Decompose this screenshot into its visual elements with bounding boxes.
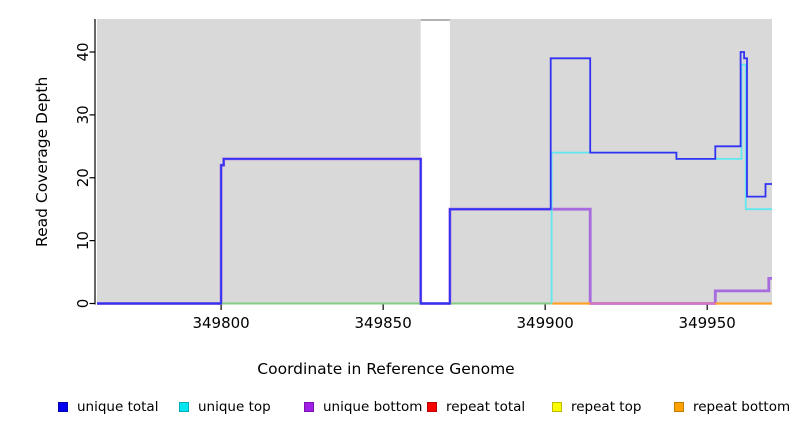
unique-top-swatch-icon (179, 402, 189, 412)
x-tick-label: 349900 (517, 314, 574, 332)
y-tick-label: 10 (74, 231, 92, 250)
y-tick-label: 40 (74, 42, 92, 61)
plot-background-band (449, 19, 772, 305)
x-axis-title: Coordinate in Reference Genome (257, 360, 515, 378)
plot-background-band (97, 19, 421, 305)
repeat-top-swatch-icon (552, 402, 562, 412)
x-tick-label: 349800 (192, 314, 249, 332)
y-tick-label: 0 (74, 299, 92, 309)
legend-item-unique-top: unique top (179, 398, 271, 416)
y-axis-title: Read Coverage Depth (33, 76, 51, 247)
legend-item-repeat-bottom: repeat bottom (674, 398, 790, 416)
series-unique-total (97, 51, 772, 305)
legend: unique total unique top unique bottom re… (0, 398, 792, 420)
unique-total-swatch-icon (58, 402, 68, 412)
legend-label: repeat top (571, 399, 642, 415)
unique-bottom-swatch-icon (304, 402, 314, 412)
legend-item-unique-bottom: unique bottom (304, 398, 422, 416)
repeat-total-swatch-icon (427, 402, 437, 412)
x-tick-label: 349850 (355, 314, 412, 332)
legend-item-repeat-top: repeat top (552, 398, 641, 416)
legend-item-repeat-total: repeat total (427, 398, 525, 416)
legend-label: repeat bottom (693, 399, 791, 415)
legend-label: repeat total (446, 399, 526, 415)
legend-label: unique total (77, 399, 159, 415)
x-tick-label: 349950 (679, 314, 736, 332)
legend-label: unique bottom (323, 399, 423, 415)
legend-item-unique-total: unique total (58, 398, 158, 416)
y-tick-label: 20 (74, 168, 92, 187)
legend-label: unique top (198, 399, 271, 415)
y-tick-label: 30 (74, 105, 92, 124)
repeat-bottom-swatch-icon (674, 402, 684, 412)
